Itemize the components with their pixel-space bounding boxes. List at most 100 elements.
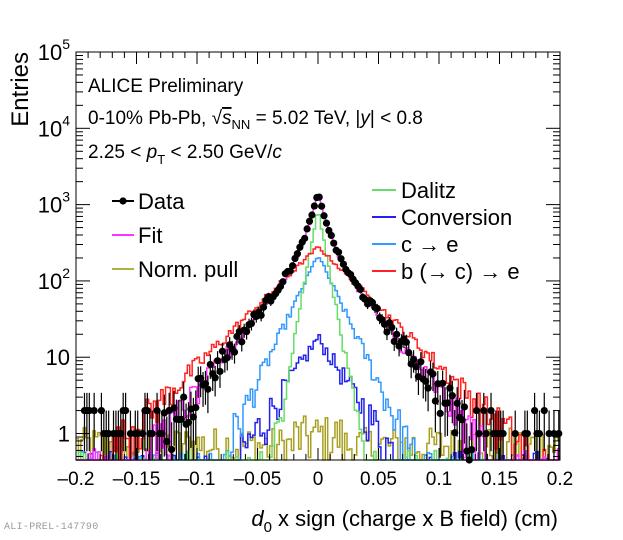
data-point: [530, 406, 539, 415]
data-point: [163, 437, 171, 446]
y-tick-base: 10: [38, 40, 62, 65]
data-point: [475, 429, 483, 438]
x-tick-label: 0.15: [481, 469, 518, 490]
annotation-c: c: [272, 142, 282, 163]
data-point: [230, 348, 239, 356]
data-point: [356, 285, 364, 294]
legend-label: Norm. pull: [138, 257, 238, 282]
data-point: [184, 418, 193, 427]
data-point: [487, 406, 495, 415]
data-point: [238, 338, 246, 346]
data-point: [97, 406, 106, 415]
data-point: [153, 406, 161, 415]
data-point: [429, 370, 437, 378]
annotation-t: T: [157, 152, 165, 167]
y-tick-label: 105: [38, 36, 70, 65]
data-point: [373, 304, 381, 313]
data-point: [468, 446, 476, 454]
legend-label: Conversion: [401, 205, 512, 230]
annotation-collision: 0-10% Pb-Pb, √sNN = 5.02 TeV, |y| < 0.8: [88, 108, 423, 132]
data-point: [446, 384, 454, 392]
y-tick-base: 10: [38, 193, 62, 218]
data-point: [247, 319, 256, 328]
data-point: [439, 379, 447, 387]
annotation-experiment: ALICE Preliminary: [88, 76, 244, 97]
y-tick-label: 102: [38, 265, 70, 294]
watermark: ALI-PREL-147790: [4, 522, 99, 533]
data-point: [460, 403, 469, 411]
legend-label: Data: [138, 189, 185, 214]
data-point: [288, 262, 297, 270]
data-point: [259, 303, 268, 311]
y-tick-exp: 2: [62, 265, 70, 281]
y-tick-exp: 4: [62, 112, 70, 128]
data-point: [138, 429, 147, 438]
series-step-line: [76, 246, 560, 461]
data-point: [422, 377, 430, 385]
data-point: [279, 278, 287, 286]
legend-label: Fit: [138, 223, 162, 248]
data-point: [337, 255, 345, 263]
data-point: [206, 360, 214, 369]
x-tick-label: 0.05: [360, 469, 397, 490]
annotation-nn: NN: [232, 117, 251, 132]
data-point: [453, 399, 461, 407]
data-point: [472, 406, 481, 415]
x-tick-label: –0.1: [179, 469, 216, 490]
annotation-collision-c: | < 0.8: [370, 108, 423, 129]
data-point: [412, 363, 420, 371]
annotation-collision-a: 0-10% Pb-Pb,: [88, 108, 212, 129]
y-tick-label: 104: [38, 112, 70, 141]
legend-label: Dalitz: [401, 178, 456, 203]
data-point: [180, 393, 188, 401]
data-point: [480, 406, 488, 415]
x-axis-title-rest: x sign (charge x B field) (cm): [272, 506, 558, 531]
x-tick-label: –0.2: [58, 469, 95, 490]
data-point: [383, 328, 391, 336]
data-point: [499, 429, 507, 438]
data-point: [148, 429, 156, 438]
x-tick-label: –0.15: [113, 469, 161, 490]
annotation-p: p: [146, 142, 158, 163]
annotation-pt-a: 2.25 <: [88, 142, 147, 163]
data-point: [402, 338, 410, 346]
legend-left: Data Fit Norm. pull: [112, 189, 238, 282]
data-point: [189, 413, 197, 421]
data-point: [211, 374, 219, 382]
data-point: [405, 349, 413, 357]
data-point: [535, 429, 544, 438]
annotation-s: s: [222, 108, 232, 129]
y-tick-exp: 5: [62, 36, 70, 52]
x-tick-label: 0.1: [426, 469, 452, 490]
data-point: [390, 337, 398, 346]
x-tick-label: –0.05: [234, 469, 282, 490]
data-point: [448, 392, 456, 400]
sqrt-symbol: √: [212, 108, 223, 129]
data-point: [201, 380, 210, 388]
axes: –0.2 –0.15 –0.1 –0.05 0 0.05 0.1 0.15 0.21101021…: [38, 36, 573, 490]
y-tick-base: 10: [38, 116, 62, 141]
data-point: [436, 409, 444, 417]
legend-marker-point: [119, 197, 127, 205]
annotation-pt-range: 2.25 < pT < 2.50 GeV/c: [88, 142, 282, 167]
data-point: [301, 234, 309, 242]
data-point: [122, 406, 130, 415]
data-point: [216, 367, 224, 376]
data-point: [327, 231, 335, 240]
x-tick-label: 0.2: [547, 469, 573, 490]
data-point: [540, 406, 548, 415]
y-tick-label: 103: [38, 189, 70, 218]
data-point: [424, 384, 432, 392]
data-point: [334, 248, 343, 256]
data-point: [158, 429, 166, 438]
y-tick-base: 1: [58, 422, 70, 447]
annotation-y: y: [358, 108, 371, 129]
x-tick-label: 0: [313, 469, 324, 490]
data-point: [305, 217, 314, 225]
x-axis-title: d0 x sign (charge x B field) (cm): [251, 506, 558, 536]
data-point: [257, 311, 265, 319]
data-point: [330, 239, 338, 247]
data-point: [320, 212, 328, 220]
